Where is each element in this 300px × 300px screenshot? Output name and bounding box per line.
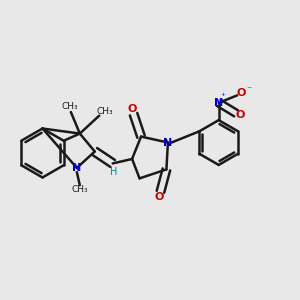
Text: CH₃: CH₃ [61,102,78,111]
Text: N: N [72,163,82,173]
Text: O: O [235,110,244,120]
Text: N: N [163,137,172,148]
Text: O: O [128,104,137,114]
Text: ⁺: ⁺ [221,92,226,101]
Text: N: N [214,98,223,108]
Text: O: O [154,192,164,202]
Text: CH₃: CH₃ [71,185,88,194]
Text: H: H [110,167,118,177]
Text: CH₃: CH₃ [97,107,113,116]
Text: ⁻: ⁻ [246,85,251,95]
Text: O: O [236,88,246,98]
